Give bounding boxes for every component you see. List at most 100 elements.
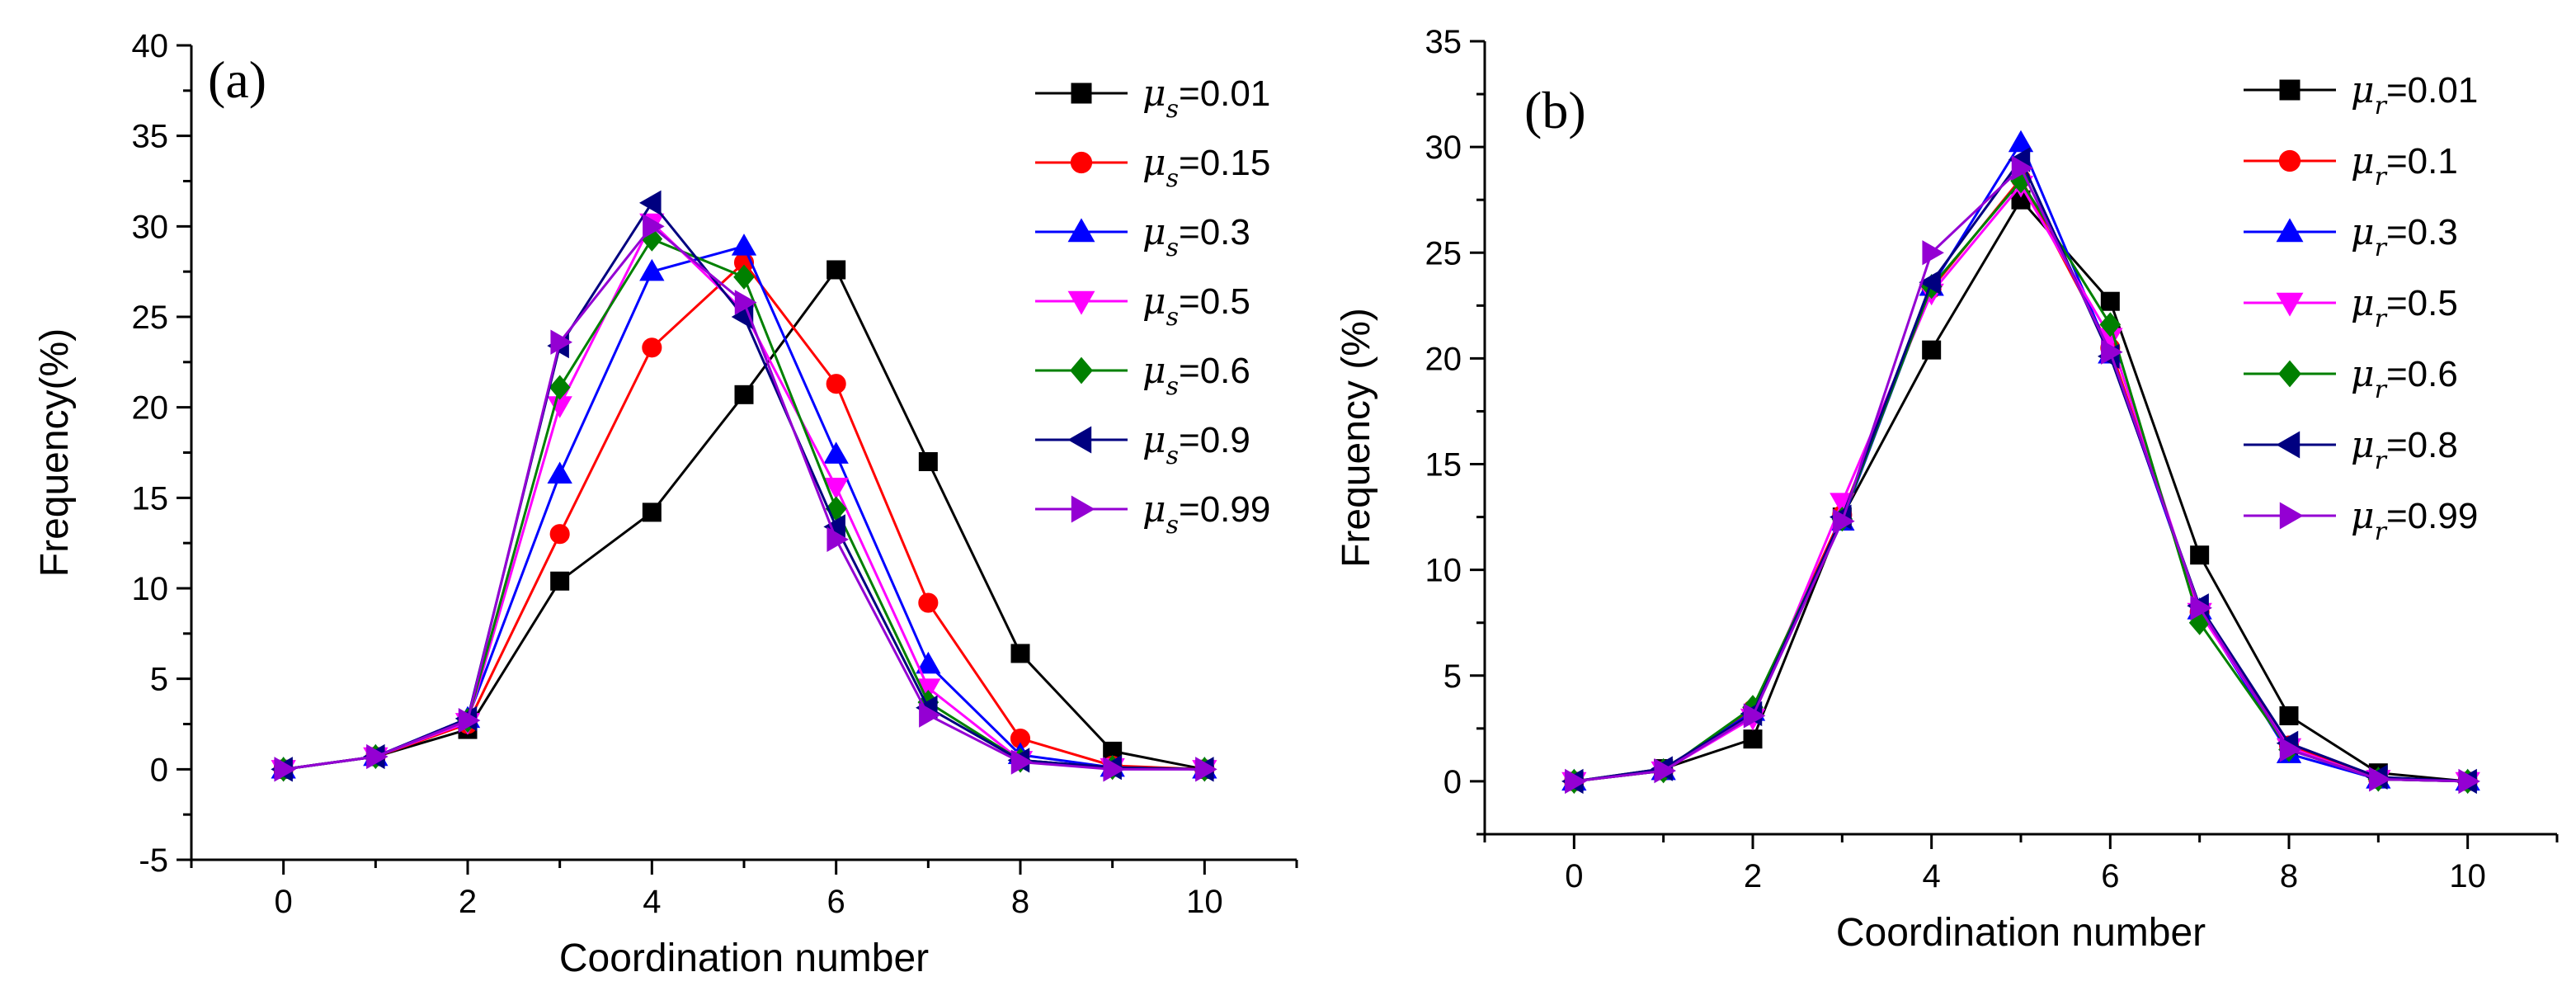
legend-swatch-marker: [2276, 292, 2304, 317]
data-point: [550, 329, 572, 355]
legend-label: μr=0.01: [2351, 69, 2478, 120]
data-point: [547, 461, 572, 484]
data-point: [642, 503, 662, 522]
data-point: [550, 571, 570, 591]
data-point: [734, 290, 757, 315]
legend-label: μr=0.6: [2351, 353, 2458, 404]
legend-label: μs=0.5: [1142, 281, 1250, 332]
legend-value: =0.8: [2386, 425, 2458, 465]
legend-symbol: μ: [1142, 73, 1166, 115]
x-axis-title: Coordination number: [559, 937, 929, 980]
legend-item: μr=0.5: [2244, 282, 2458, 333]
data-point: [1922, 240, 1944, 266]
legend-value: =0.3: [2386, 212, 2458, 252]
series-4: [1563, 168, 2479, 795]
x-tick-label: 8: [1011, 884, 1029, 920]
series-2: [1561, 130, 2480, 791]
data-point: [1743, 703, 1766, 729]
data-point: [1743, 729, 1763, 749]
y-tick-label: 10: [132, 571, 169, 607]
legend-swatch-marker: [1070, 151, 1093, 174]
data-point: [918, 451, 938, 471]
legend-swatch-marker: [1071, 83, 1092, 104]
series-line: [283, 260, 1205, 771]
legend-subscript: s: [1166, 164, 1179, 193]
legend-symbol: μ: [2351, 211, 2375, 253]
legend-value: =0.1: [2386, 141, 2458, 182]
legend-item: μr=0.6: [2244, 353, 2458, 404]
legend-label: μr=0.3: [2351, 211, 2458, 262]
legend-swatch-marker: [1067, 290, 1095, 315]
legend-swatch-marker: [1067, 218, 1095, 243]
legend-swatch-marker: [2278, 149, 2301, 172]
data-point: [1919, 269, 1941, 295]
legend-item: μs=0.15: [1035, 142, 1270, 193]
x-tick-label: 2: [1744, 858, 1762, 894]
legend-label: μr=0.5: [2351, 282, 2458, 333]
data-point: [826, 260, 846, 280]
data-point: [2279, 737, 2302, 762]
legend-item: μs=0.6: [1035, 350, 1250, 401]
legend-value: =0.15: [1179, 143, 1270, 183]
y-tick-label: 5: [150, 662, 168, 698]
data-point: [1195, 757, 1217, 782]
legend-item: μs=0.3: [1035, 211, 1250, 262]
legend-subscript: s: [1166, 234, 1179, 262]
series-line: [1574, 182, 2468, 783]
legend-item: μr=0.99: [2244, 495, 2478, 546]
legend-value: =0.5: [1179, 281, 1250, 322]
data-point: [1010, 749, 1034, 775]
data-point: [823, 441, 849, 464]
legend-symbol: μ: [1142, 350, 1166, 392]
panel-label: (b): [1524, 81, 1586, 139]
data-point: [2011, 155, 2034, 181]
y-tick-label: 35: [1425, 24, 1462, 60]
series-5: [1561, 147, 2477, 795]
series-line: [1574, 157, 2468, 783]
data-point: [1833, 508, 1855, 534]
panel-label: (a): [208, 50, 266, 109]
x-tick-label: 10: [1186, 884, 1223, 920]
y-tick-label: 10: [1425, 553, 1462, 589]
data-point: [639, 190, 662, 215]
legend-subscript: s: [1166, 95, 1179, 124]
data-point: [2101, 339, 2123, 365]
legend-label: μs=0.3: [1142, 211, 1250, 262]
data-point: [919, 702, 941, 728]
legend-label: μr=0.1: [2351, 140, 2458, 191]
x-tick-label: 4: [643, 884, 661, 920]
legend: μr=0.01μr=0.1μr=0.3μr=0.5μr=0.6μr=0.8μr=…: [2244, 69, 2478, 546]
data-point: [366, 743, 389, 770]
data-point: [918, 592, 939, 613]
y-tick-label: 25: [132, 300, 169, 336]
y-tick-label: 35: [132, 119, 169, 155]
legend-symbol: μ: [1142, 142, 1166, 184]
data-point: [2099, 312, 2122, 337]
legend-symbol: μ: [2351, 282, 2375, 324]
series-6: [1565, 155, 2480, 795]
x-tick-label: 0: [275, 884, 293, 920]
data-point: [2458, 768, 2480, 795]
series-line: [283, 267, 1205, 771]
legend-item: μr=0.1: [2244, 140, 2458, 191]
legend-label: μs=0.01: [1142, 73, 1270, 124]
series-line: [1574, 166, 2468, 783]
legend-subscript: s: [1166, 372, 1179, 401]
legend-item: μr=0.01: [2244, 69, 2478, 120]
data-point: [1654, 757, 1676, 784]
legend-swatch-marker: [2279, 502, 2304, 530]
legend-item: μs=0.5: [1035, 281, 1250, 332]
x-tick-label: 6: [827, 884, 845, 920]
x-tick-label: 2: [459, 884, 477, 920]
legend-value: =0.99: [2386, 496, 2478, 536]
legend-swatch-marker: [2278, 360, 2301, 388]
data-point: [549, 524, 570, 545]
y-tick-label: 15: [1425, 447, 1462, 484]
y-tick-label: 25: [1425, 235, 1462, 271]
x-tick-label: 10: [2449, 858, 2486, 894]
legend-value: =0.5: [2386, 283, 2458, 323]
data-point: [1922, 340, 1942, 360]
y-tick-label: 20: [132, 390, 169, 427]
y-tick-label: 5: [1443, 658, 1462, 695]
legend-symbol: μ: [2351, 353, 2375, 395]
